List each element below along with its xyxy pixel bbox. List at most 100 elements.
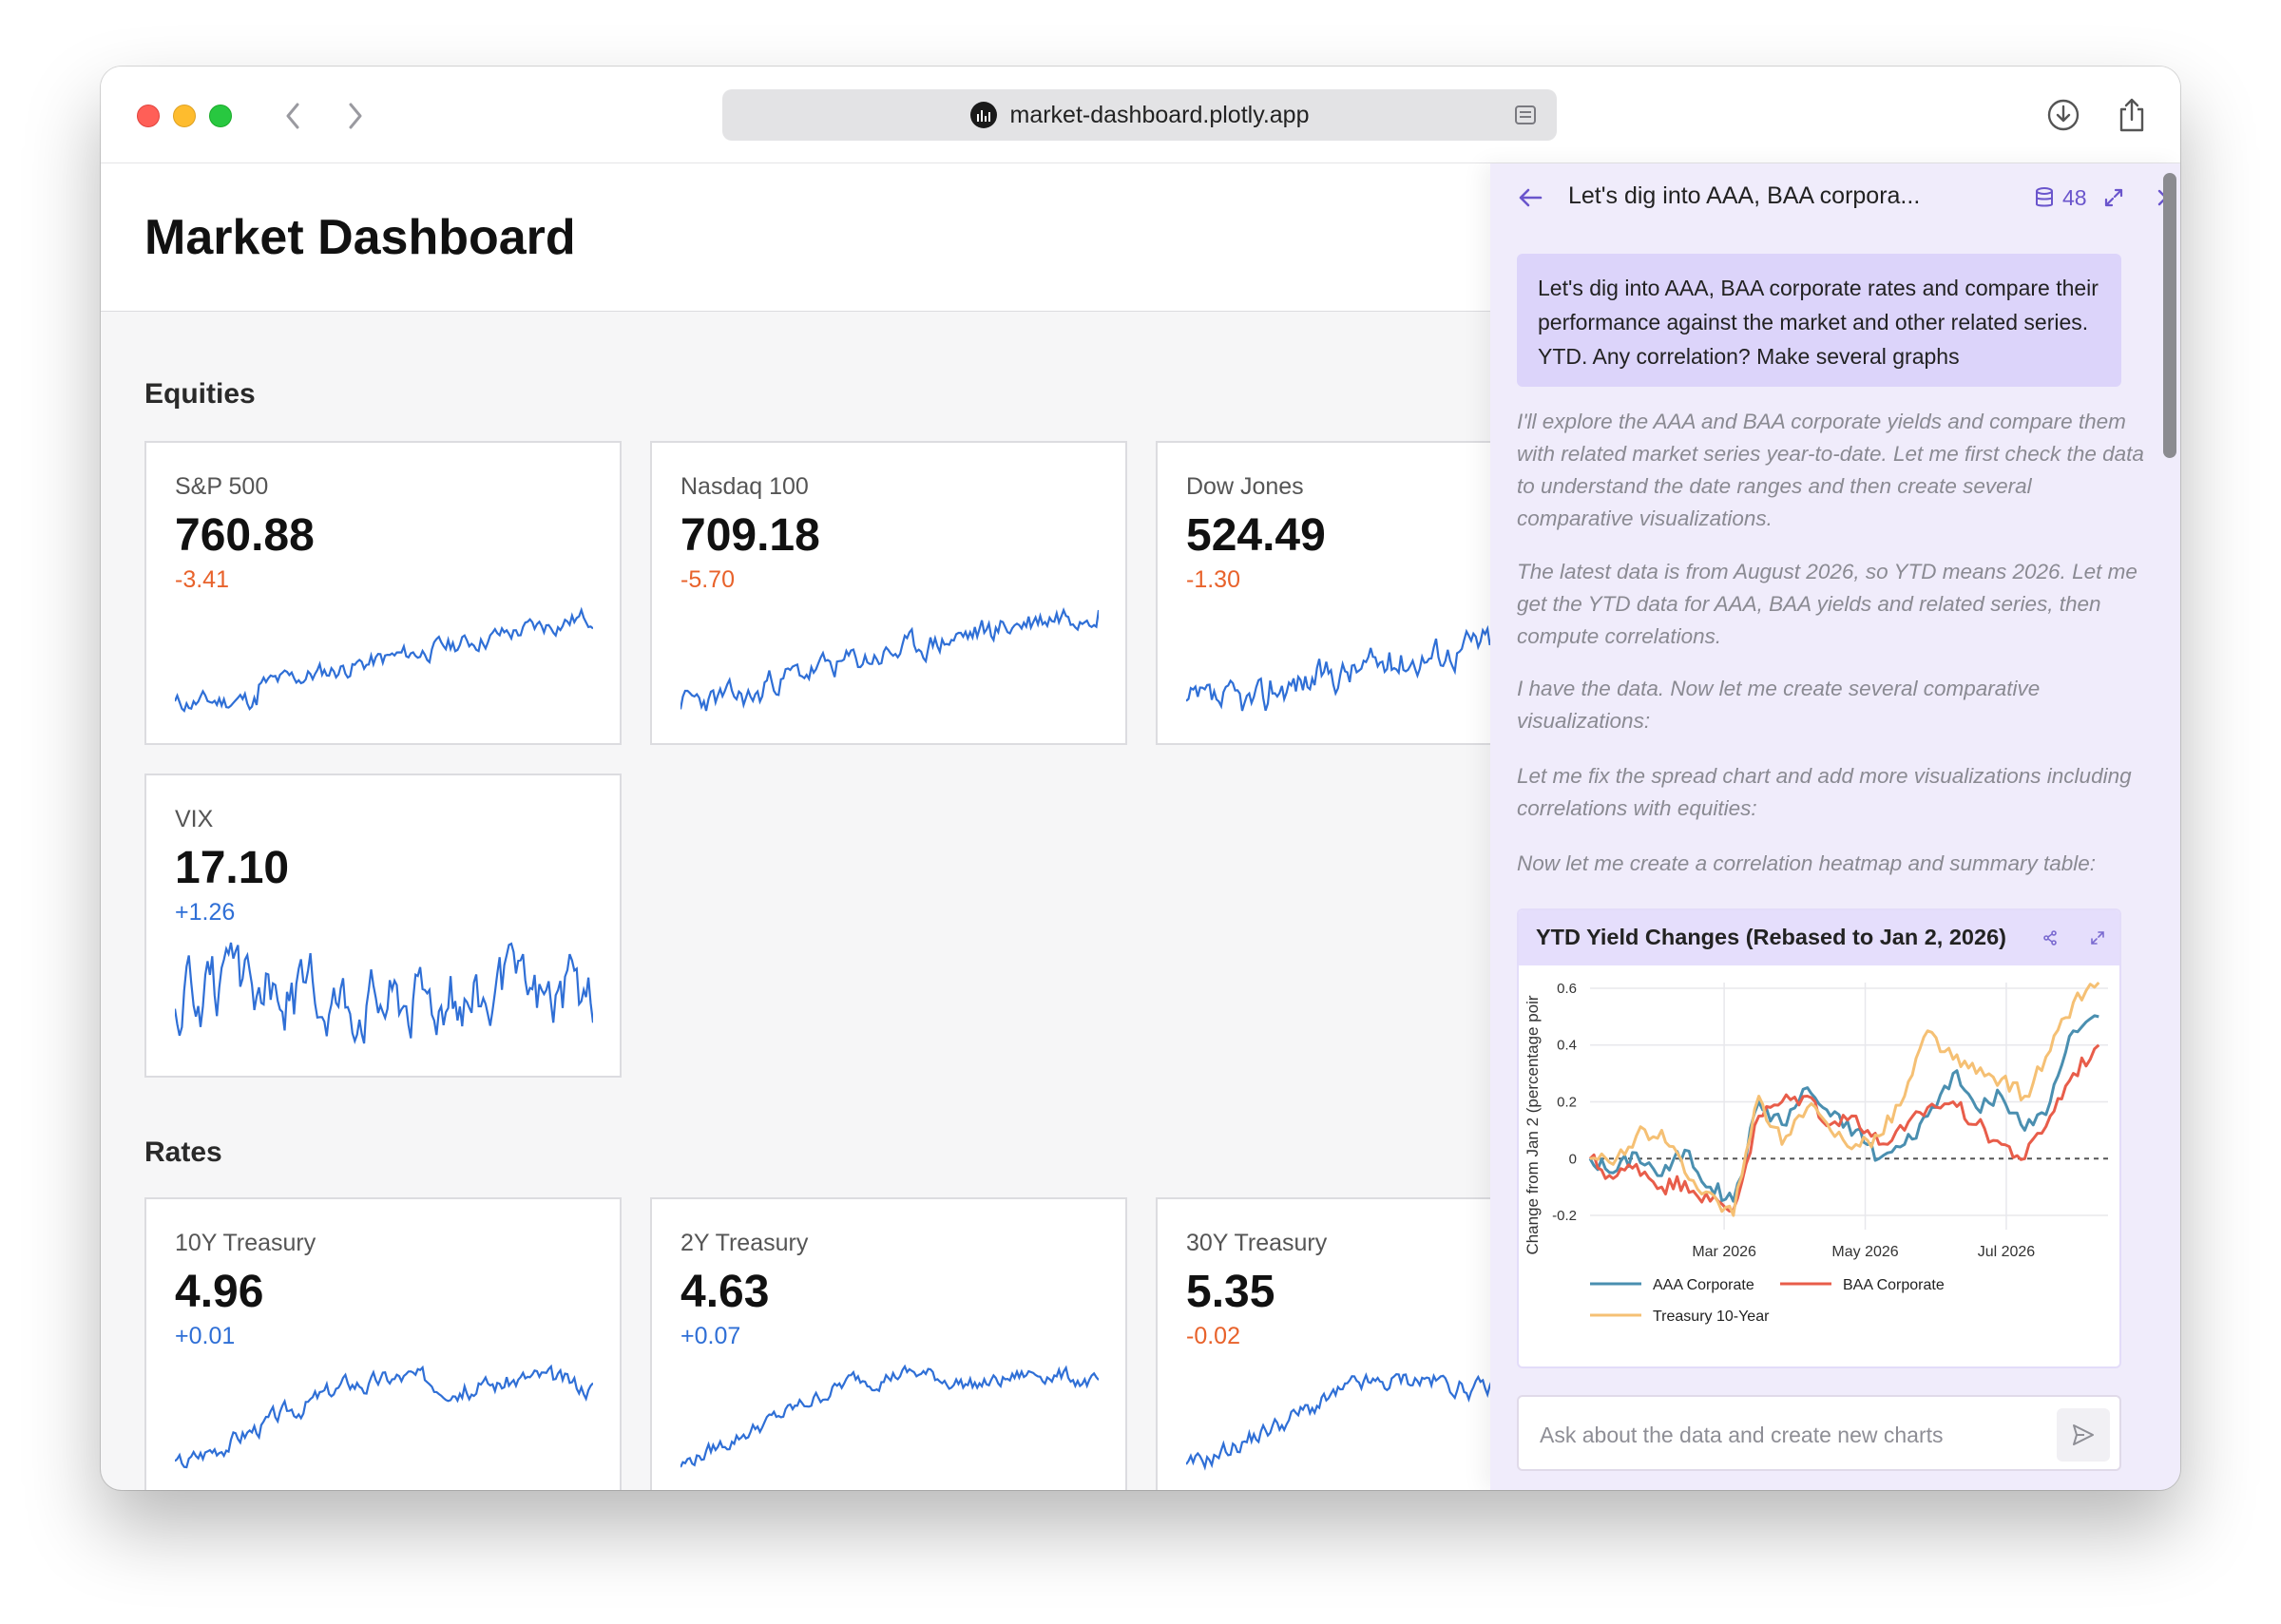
- metric-change: -3.41: [175, 566, 229, 593]
- chat-title: Let's dig into AAA, BAA corpora...: [1568, 182, 1921, 209]
- metric-card-10y-treasury[interactable]: 10Y Treasury 4.96 +0.01: [144, 1197, 622, 1490]
- dataset-count-badge[interactable]: 48: [2034, 181, 2087, 215]
- chat-header: Let's dig into AAA, BAA corpora... 48: [1490, 163, 2180, 230]
- share-button[interactable]: [2110, 93, 2154, 137]
- chart-header: YTD Yield Changes (Rebased to Jan 2, 202…: [1519, 910, 2119, 965]
- legend-label[interactable]: BAA Corporate: [1843, 1277, 1945, 1293]
- reader-mode-icon[interactable]: [1513, 103, 1538, 132]
- metric-value: 760.88: [175, 510, 315, 561]
- assistant-message: Let me fix the spread chart and add more…: [1517, 764, 2132, 820]
- sparkline-chart: [175, 1364, 593, 1469]
- metric-change: -1.30: [1186, 566, 1240, 593]
- sparkline-path: [175, 1364, 593, 1469]
- metric-change: -0.02: [1186, 1323, 1240, 1349]
- y-tick-label: 0.6: [1557, 981, 1577, 997]
- send-icon: [2073, 1424, 2094, 1445]
- minimize-window-button[interactable]: [173, 105, 196, 127]
- series-line-baa-corporate[interactable]: [1588, 1043, 2100, 1213]
- metric-value: 524.49: [1186, 510, 1326, 561]
- sparkline-path: [175, 606, 593, 713]
- download-icon: [2047, 99, 2080, 131]
- chart-title: YTD Yield Changes (Rebased to Jan 2, 202…: [1536, 925, 2006, 949]
- section-title-rates: Rates: [144, 1137, 222, 1168]
- metric-card-sp500[interactable]: S&P 500 760.88 -3.41: [144, 441, 622, 745]
- legend-label[interactable]: Treasury 10-Year: [1653, 1309, 1770, 1325]
- y-tick-label: -0.2: [1552, 1208, 1577, 1224]
- share-chart-button[interactable]: [2032, 920, 2068, 956]
- chat-input[interactable]: [1540, 1416, 2053, 1454]
- chat-input-box: [1517, 1395, 2121, 1471]
- metric-label: 2Y Treasury: [680, 1230, 809, 1256]
- series-line-aaa-corporate[interactable]: [1588, 1014, 2099, 1203]
- yield-change-chart[interactable]: Mar 2026 May 2026 Jul 2026 0.6 0.4 0.2 0 -0.2 Ch…: [1519, 965, 2121, 1368]
- metric-value: 709.18: [680, 510, 820, 561]
- metric-value: 17.10: [175, 843, 290, 893]
- assistant-message: I have the data. Now let me create sever…: [1517, 677, 2041, 733]
- send-button[interactable]: [2057, 1408, 2110, 1462]
- y-tick-label: 0.4: [1557, 1038, 1577, 1054]
- close-window-button[interactable]: [137, 105, 160, 127]
- expand-icon: [2104, 188, 2123, 207]
- chat-back-button[interactable]: [1511, 181, 1549, 215]
- url-text: market-dashboard.plotly.app: [1009, 101, 1310, 128]
- expand-chart-button[interactable]: [2080, 920, 2116, 956]
- user-message: Let's dig into AAA, BAA corporate rates …: [1517, 254, 2121, 387]
- chat-scrollbar[interactable]: [2163, 173, 2176, 458]
- x-tick-label: May 2026: [1831, 1244, 1898, 1260]
- x-tick-label: Mar 2026: [1692, 1244, 1756, 1260]
- site-favicon-icon: [969, 102, 997, 128]
- sparkline-chart: [680, 1364, 1099, 1468]
- metric-card-2y-treasury[interactable]: 2Y Treasury 4.63 +0.07: [650, 1197, 1127, 1490]
- sparkline-chart: [680, 607, 1099, 712]
- chevron-right-icon: [349, 103, 362, 129]
- x-tick-label: Jul 2026: [1978, 1244, 2036, 1260]
- sparkline-path: [680, 1364, 1099, 1468]
- metric-change: -5.70: [680, 566, 735, 593]
- dataset-count: 48: [2062, 184, 2087, 210]
- metric-change: +0.01: [175, 1323, 236, 1349]
- expand-chat-button[interactable]: [2095, 181, 2133, 215]
- metric-label: VIX: [175, 806, 214, 832]
- sparkline-chart: [175, 606, 593, 713]
- forward-button[interactable]: [335, 95, 376, 137]
- downloads-button[interactable]: [2041, 93, 2085, 137]
- sparkline-path: [175, 942, 593, 1045]
- assistant-message: The latest data is from August 2026, so …: [1517, 560, 2137, 648]
- metric-card-nasdaq100[interactable]: Nasdaq 100 709.18 -5.70: [650, 441, 1127, 745]
- metric-label: 30Y Treasury: [1186, 1230, 1328, 1256]
- browser-toolbar: market-dashboard.plotly.app: [101, 67, 2180, 163]
- expand-icon: [2091, 931, 2104, 945]
- sparkline-path: [680, 607, 1099, 712]
- metric-label: S&P 500: [175, 473, 269, 500]
- page-title: Market Dashboard: [144, 210, 576, 265]
- zoom-window-button[interactable]: [209, 105, 232, 127]
- share-nodes-icon: [2043, 930, 2057, 946]
- metric-change: +1.26: [175, 899, 236, 926]
- chevron-left-icon: [286, 103, 299, 129]
- metric-label: Nasdaq 100: [680, 473, 809, 500]
- database-icon: [2036, 187, 2053, 207]
- metric-label: 10Y Treasury: [175, 1230, 316, 1256]
- address-bar[interactable]: market-dashboard.plotly.app: [722, 89, 1557, 141]
- metric-change: +0.07: [680, 1323, 741, 1349]
- metric-label: Dow Jones: [1186, 473, 1304, 500]
- section-title-equities: Equities: [144, 378, 256, 410]
- assistant-message: I'll explore the AAA and BAA corporate y…: [1517, 410, 2144, 530]
- y-tick-label: 0: [1569, 1151, 1577, 1167]
- metric-value: 4.96: [175, 1267, 264, 1317]
- share-icon: [2119, 98, 2144, 132]
- assistant-message: Now let me create a correlation heatmap …: [1517, 851, 2097, 875]
- browser-window: market-dashboard.plotly.app Market Dashb…: [101, 67, 2180, 1490]
- metric-value: 4.63: [680, 1267, 770, 1317]
- metric-value: 5.35: [1186, 1267, 1275, 1317]
- chart-card: YTD Yield Changes (Rebased to Jan 2, 202…: [1517, 908, 2121, 1368]
- y-axis-label: Change from Jan 2 (percentage poir: [1524, 995, 1542, 1254]
- chat-panel: Let's dig into AAA, BAA corpora... 48 Le…: [1490, 163, 2180, 1490]
- y-tick-label: 0.2: [1557, 1095, 1577, 1111]
- metric-card-vix[interactable]: VIX 17.10 +1.26: [144, 774, 622, 1078]
- series-line-treasury-10-year[interactable]: [1589, 981, 2100, 1217]
- back-button[interactable]: [272, 95, 314, 137]
- legend-label[interactable]: AAA Corporate: [1653, 1277, 1754, 1293]
- arrow-left-icon: [1519, 188, 1543, 207]
- sparkline-chart: [175, 942, 593, 1045]
